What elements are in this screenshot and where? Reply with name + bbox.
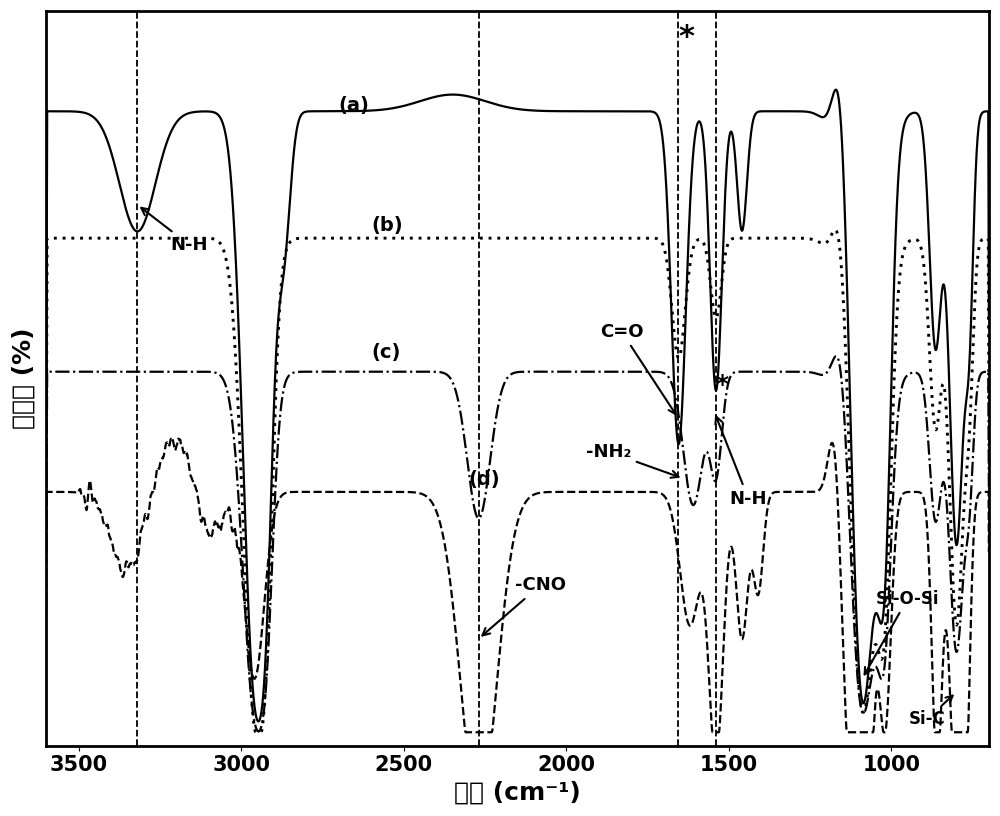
Text: N-H: N-H [715,416,767,508]
Text: Si-O-Si: Si-O-Si [865,590,939,674]
Text: (d): (d) [469,470,500,490]
Text: C=O: C=O [600,322,676,415]
Text: (b): (b) [371,216,403,236]
Text: -CNO: -CNO [482,576,566,636]
Text: *: * [679,24,695,52]
Text: *: * [716,373,729,397]
Text: Si-C: Si-C [909,695,953,728]
Text: -NH₂: -NH₂ [586,443,679,478]
Text: (c): (c) [371,344,401,362]
Text: (a): (a) [339,96,370,115]
X-axis label: 波长 (cm⁻¹): 波长 (cm⁻¹) [454,781,581,805]
Y-axis label: 透过率 (%): 透过率 (%) [11,327,35,429]
Text: N-H: N-H [141,208,208,254]
